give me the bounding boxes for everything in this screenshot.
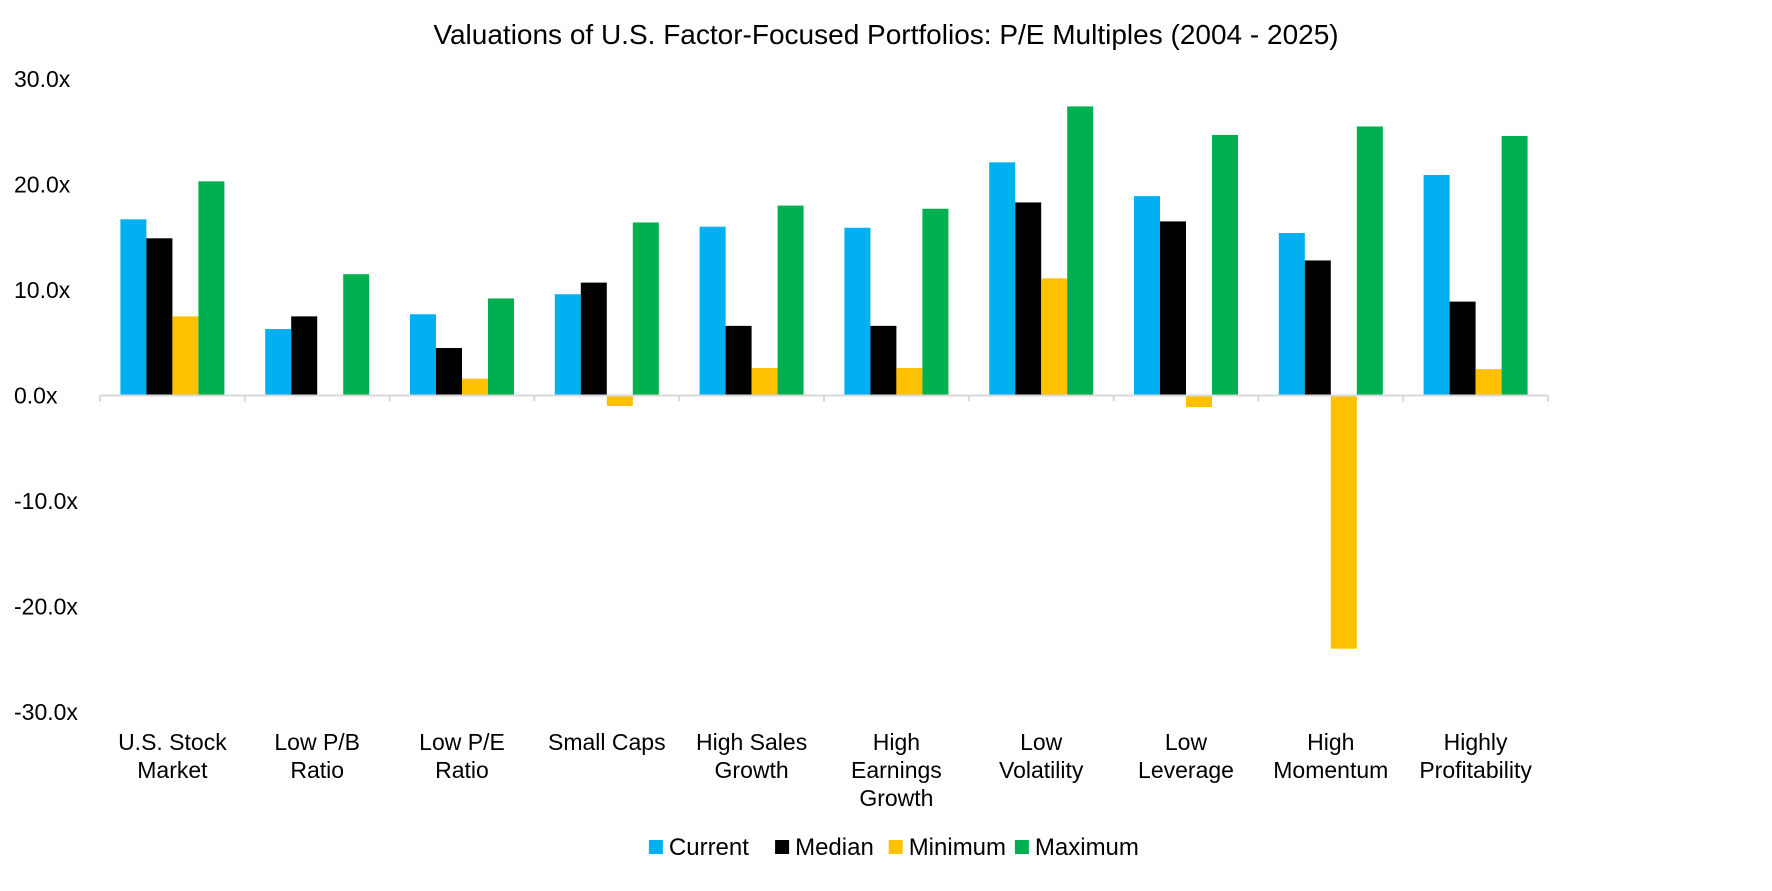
x-tick-label: Low P/B	[274, 729, 360, 755]
bar-current	[1134, 196, 1160, 396]
legend-label-current: Current	[669, 834, 749, 861]
y-tick-label: -30.0x	[14, 699, 78, 725]
bar-median	[1449, 301, 1476, 396]
bar-current	[1278, 233, 1305, 396]
x-tick-label: Low P/E	[419, 729, 505, 755]
x-tick-label: Ratio	[435, 757, 489, 783]
bar-maximum	[343, 274, 370, 396]
bar-current	[1423, 175, 1450, 396]
legend-label-median: Median	[795, 834, 874, 861]
y-tick-label: 0.0x	[14, 383, 58, 409]
bar-current	[265, 329, 292, 396]
bar-maximum	[1356, 126, 1383, 396]
bar-minimum	[1041, 278, 1068, 396]
x-tick-label: High Sales	[696, 729, 807, 755]
legend-swatch-median	[775, 840, 790, 854]
bar-maximum	[1067, 106, 1094, 396]
bar-maximum	[1501, 135, 1528, 396]
x-tick-label: Earnings	[851, 757, 942, 783]
bar-maximum	[1212, 134, 1238, 396]
y-axis: 30.0x 20.0x 10.0x 0.0x -10.0x -20.0x -30.0x	[14, 66, 78, 725]
x-tick-label: Profitability	[1419, 757, 1532, 783]
x-tick-label: High	[873, 729, 920, 755]
bar-maximum	[198, 181, 225, 396]
x-tick-label: Small Caps	[548, 729, 666, 755]
bar-median	[146, 238, 173, 396]
chart-title: Valuations of U.S. Factor-Focused Portfo…	[433, 19, 1338, 50]
legend-label-minimum: Minimum	[909, 834, 1006, 861]
y-tick-label: 10.0x	[14, 277, 71, 303]
x-tick-label: High	[1307, 729, 1354, 755]
bar-current	[699, 226, 726, 396]
bar-minimum	[896, 368, 923, 396]
bar-minimum	[172, 316, 199, 396]
y-tick-label: -10.0x	[14, 488, 78, 514]
bars	[120, 106, 1528, 649]
x-tick-label: Growth	[859, 785, 933, 811]
bar-median	[580, 282, 607, 396]
bar-maximum	[632, 222, 659, 396]
legend-swatch-maximum	[1014, 840, 1029, 854]
x-tick-label: U.S. Stock	[118, 729, 227, 755]
bar-median	[291, 316, 318, 396]
bar-minimum	[606, 395, 633, 407]
x-tick-label: Market	[137, 757, 208, 783]
bar-minimum	[462, 378, 488, 396]
x-tick-label: Growth	[715, 757, 789, 783]
x-tick-label: Momentum	[1273, 757, 1388, 783]
y-tick-label: 30.0x	[14, 66, 71, 92]
x-tick-label: Volatility	[999, 757, 1084, 783]
y-tick-label: -20.0x	[14, 594, 78, 620]
legend-label-maximum: Maximum	[1035, 834, 1139, 861]
bar-current	[989, 162, 1016, 396]
bar-median	[870, 325, 897, 396]
x-axis	[99, 394, 1549, 402]
legend-swatch-minimum	[888, 840, 903, 854]
bar-minimum	[1330, 395, 1357, 649]
x-tick-label: Low	[1020, 729, 1063, 755]
legend: Current Median Minimum Maximum	[648, 834, 1139, 861]
bar-minimum	[751, 368, 778, 396]
bar-current	[844, 227, 871, 396]
bar-median	[1304, 260, 1331, 396]
x-tick-label: Highly	[1444, 729, 1508, 755]
bar-current	[410, 314, 436, 396]
x-tick-label: Low	[1165, 729, 1208, 755]
x-tick-label: Leverage	[1138, 757, 1234, 783]
bar-minimum	[1475, 369, 1502, 396]
bar-maximum	[777, 205, 804, 396]
bar-current	[554, 294, 581, 396]
bar-median	[1160, 221, 1186, 396]
bar-maximum	[488, 298, 514, 396]
legend-swatch-current	[648, 840, 663, 854]
x-tick-label: Ratio	[290, 757, 344, 783]
y-tick-label: 20.0x	[14, 172, 71, 198]
bar-median	[436, 348, 462, 396]
bar-minimum	[1186, 395, 1212, 408]
bar-current	[120, 219, 147, 396]
bar-maximum	[922, 208, 949, 396]
bar-median	[725, 325, 752, 396]
bar-median	[1015, 202, 1042, 396]
